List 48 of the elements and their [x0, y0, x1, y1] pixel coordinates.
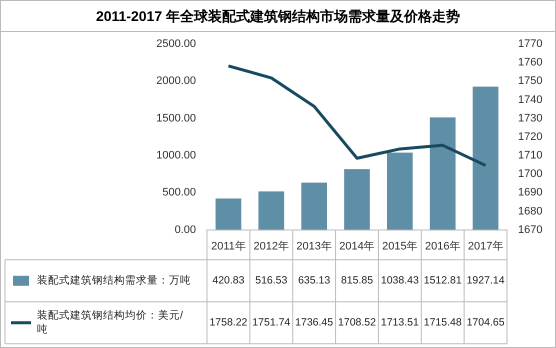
- y2-tick-label: 1750: [518, 75, 542, 88]
- y-tick-label: 2500.00: [156, 38, 196, 50]
- y2-tick-label: 1680: [518, 205, 542, 218]
- data-label: 1751.74: [252, 316, 290, 329]
- y-tick-label: 0.00: [174, 224, 196, 236]
- x-tick-label: 2017年: [468, 240, 504, 252]
- data-label: 1708.52: [338, 316, 376, 329]
- x-tick-label: 2012年: [254, 240, 290, 252]
- y2-tick-label: 1700: [518, 168, 542, 180]
- data-label: 1713.51: [380, 316, 419, 329]
- bar: [472, 86, 498, 230]
- y-tick-label: 2000.00: [156, 75, 196, 88]
- data-label: 1758.22: [209, 316, 248, 329]
- bar: [216, 198, 242, 230]
- bar: [258, 191, 284, 230]
- data-label: 516.53: [255, 274, 288, 287]
- y2-tick-label: 1690: [518, 186, 542, 199]
- data-label: 1927.14: [466, 274, 505, 287]
- y-tick-label: 1500.00: [156, 112, 196, 124]
- chart-title: 2011-2017 年全球装配式建筑钢结构市场需求量及价格走势: [1, 1, 555, 32]
- y2-tick-label: 1730: [518, 112, 542, 124]
- data-label: 635.13: [298, 274, 330, 287]
- legend-label: 装配式建筑钢结构需求量：万吨: [37, 274, 191, 287]
- x-tick-label: 2015年: [382, 240, 418, 252]
- x-tick-label: 2014年: [339, 240, 375, 252]
- y-tick-label: 1000.00: [156, 150, 196, 162]
- x-tick-label: 2011年: [211, 240, 246, 252]
- x-tick-label: 2013年: [296, 240, 332, 252]
- data-label: 1038.43: [380, 274, 419, 287]
- bar: [301, 182, 327, 230]
- data-label: 1704.65: [466, 316, 505, 329]
- x-tick-label: 2016年: [424, 240, 460, 252]
- y2-tick-label: 1670: [518, 224, 542, 236]
- y2-tick-label: 1760: [518, 56, 542, 69]
- data-label: 815.85: [340, 274, 374, 287]
- bar: [344, 169, 370, 230]
- data-label: 420.83: [212, 274, 245, 287]
- legend-label: 装配式建筑钢结构均价：美元/吨: [37, 308, 183, 336]
- bar: [430, 117, 456, 230]
- data-label: 1512.81: [424, 274, 462, 287]
- y2-tick-label: 1740: [518, 94, 542, 106]
- data-label: 1736.45: [295, 316, 334, 329]
- y2-tick-label: 1770: [518, 38, 542, 50]
- y2-tick-label: 1710: [518, 150, 542, 162]
- y2-tick-label: 1720: [518, 130, 542, 143]
- data-label: 1715.48: [424, 316, 462, 329]
- bar: [387, 152, 413, 230]
- y-tick-label: 500.00: [162, 186, 196, 199]
